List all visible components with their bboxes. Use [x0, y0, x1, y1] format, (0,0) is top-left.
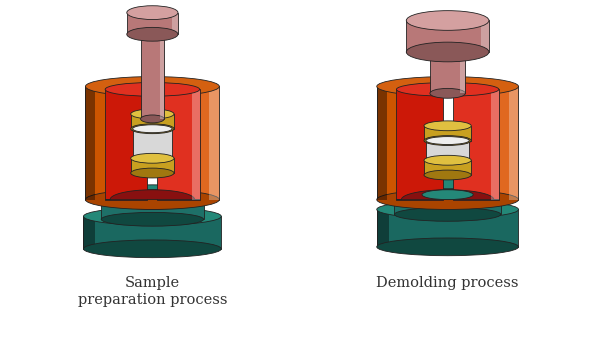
Ellipse shape — [426, 156, 469, 164]
Ellipse shape — [123, 185, 182, 195]
Ellipse shape — [377, 238, 518, 256]
Polygon shape — [209, 86, 220, 200]
Polygon shape — [101, 199, 203, 219]
Ellipse shape — [83, 240, 221, 258]
Polygon shape — [377, 209, 518, 247]
Polygon shape — [424, 126, 471, 141]
Ellipse shape — [127, 27, 178, 41]
Ellipse shape — [131, 124, 174, 134]
Text: Sample
preparation process: Sample preparation process — [77, 276, 227, 307]
Ellipse shape — [85, 190, 220, 209]
Ellipse shape — [131, 153, 174, 163]
Ellipse shape — [406, 10, 489, 30]
Ellipse shape — [430, 45, 466, 55]
Polygon shape — [509, 86, 518, 200]
Ellipse shape — [377, 77, 518, 96]
Ellipse shape — [397, 83, 499, 96]
Ellipse shape — [140, 28, 164, 36]
Ellipse shape — [83, 208, 221, 225]
Ellipse shape — [131, 109, 174, 119]
Ellipse shape — [123, 199, 182, 209]
Text: Demolding process: Demolding process — [376, 276, 519, 290]
Polygon shape — [123, 190, 182, 204]
Ellipse shape — [140, 115, 164, 123]
Polygon shape — [85, 86, 145, 200]
Polygon shape — [105, 190, 200, 200]
Ellipse shape — [426, 136, 469, 145]
Polygon shape — [406, 21, 489, 52]
Polygon shape — [491, 89, 499, 200]
Polygon shape — [172, 13, 178, 34]
Polygon shape — [424, 160, 471, 175]
Ellipse shape — [101, 212, 203, 226]
Ellipse shape — [377, 190, 518, 209]
Ellipse shape — [424, 121, 471, 131]
Polygon shape — [160, 32, 164, 119]
Ellipse shape — [424, 155, 471, 165]
Ellipse shape — [418, 195, 477, 204]
Polygon shape — [131, 158, 174, 173]
Ellipse shape — [394, 208, 501, 221]
Polygon shape — [133, 129, 172, 158]
Polygon shape — [131, 114, 174, 129]
Polygon shape — [160, 86, 220, 200]
Polygon shape — [127, 13, 178, 34]
Ellipse shape — [394, 188, 501, 202]
Polygon shape — [83, 216, 221, 249]
Polygon shape — [140, 32, 164, 119]
Ellipse shape — [422, 190, 473, 200]
Polygon shape — [397, 190, 499, 200]
Polygon shape — [377, 209, 389, 247]
Ellipse shape — [406, 42, 489, 62]
Polygon shape — [105, 89, 148, 200]
Polygon shape — [83, 216, 95, 249]
Polygon shape — [377, 86, 440, 200]
Ellipse shape — [418, 179, 477, 189]
Polygon shape — [460, 50, 466, 93]
Polygon shape — [397, 89, 443, 200]
Polygon shape — [426, 141, 469, 160]
Ellipse shape — [101, 193, 203, 206]
Polygon shape — [481, 21, 489, 52]
Ellipse shape — [377, 201, 518, 218]
Ellipse shape — [105, 83, 200, 96]
Polygon shape — [377, 86, 386, 200]
Ellipse shape — [131, 168, 174, 178]
Polygon shape — [157, 89, 200, 200]
Polygon shape — [192, 89, 200, 200]
Ellipse shape — [85, 77, 220, 96]
Ellipse shape — [424, 170, 471, 180]
Polygon shape — [430, 50, 466, 93]
Polygon shape — [455, 86, 518, 200]
Polygon shape — [418, 184, 477, 199]
Ellipse shape — [133, 154, 172, 162]
Polygon shape — [394, 195, 501, 214]
Polygon shape — [85, 86, 95, 200]
Ellipse shape — [133, 125, 172, 133]
Ellipse shape — [430, 89, 466, 98]
Ellipse shape — [424, 136, 471, 146]
Ellipse shape — [127, 6, 178, 20]
Polygon shape — [452, 89, 499, 200]
